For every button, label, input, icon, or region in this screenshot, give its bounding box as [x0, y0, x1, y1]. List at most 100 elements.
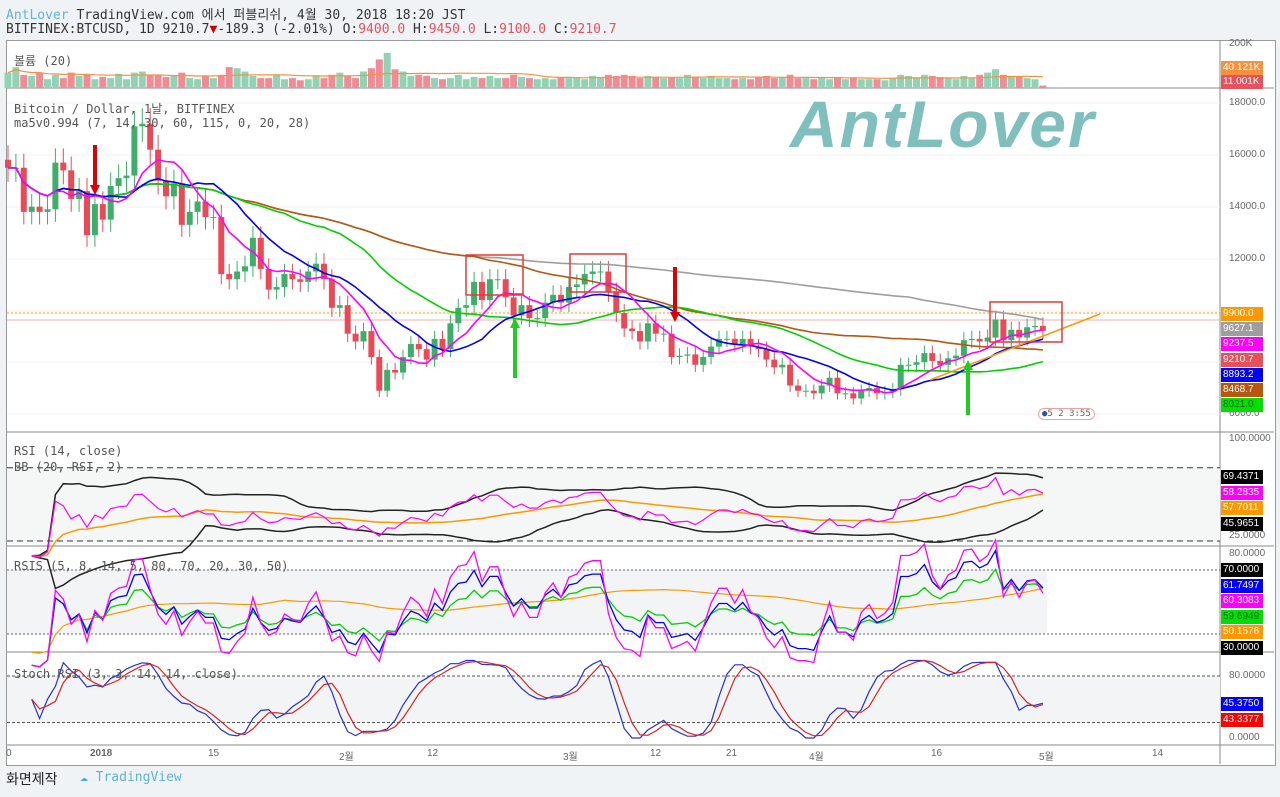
price-label: 9900.0	[1221, 307, 1263, 321]
bb-upper-line	[31, 472, 1044, 557]
candle	[60, 162, 67, 171]
o-label: O:	[342, 22, 359, 37]
volume-bar	[178, 72, 186, 88]
candle	[336, 305, 343, 308]
candle	[392, 369, 399, 373]
volume-bar	[731, 79, 739, 88]
volume-bar	[344, 75, 352, 88]
volume-bar	[59, 78, 67, 88]
close-value: 9210.7	[569, 22, 617, 37]
candle	[897, 364, 904, 390]
candle	[186, 211, 193, 225]
highlight-box	[465, 254, 524, 296]
author-link[interactable]: AntLover	[6, 8, 69, 23]
candle	[992, 319, 999, 338]
volume-bar	[960, 75, 968, 88]
volume-bar	[999, 74, 1007, 88]
candle	[510, 297, 517, 316]
tradingview-logo-icon: ☁	[80, 770, 88, 785]
candle	[1016, 329, 1023, 338]
volume-bar	[857, 79, 865, 88]
candle	[273, 287, 280, 290]
candle	[723, 338, 730, 340]
candle	[384, 369, 391, 391]
volume-bar	[328, 74, 336, 88]
volume-bar	[202, 75, 209, 88]
low-value: 9100.0	[499, 22, 547, 37]
candle	[565, 287, 572, 303]
candle	[589, 271, 596, 275]
volume-bar	[336, 72, 344, 88]
candle	[905, 364, 912, 366]
candle	[178, 183, 185, 225]
candle	[929, 353, 936, 361]
bb-lower-line	[31, 509, 1044, 590]
candle	[265, 268, 272, 290]
candle	[242, 266, 248, 272]
tradingview-link[interactable]: ☁ TradingView	[80, 770, 182, 785]
candle	[802, 390, 809, 392]
candle	[921, 353, 928, 363]
rsis-14-line	[31, 567, 1044, 668]
change: -189.3 (-2.01%)	[217, 22, 335, 37]
candle	[226, 274, 233, 280]
candle	[139, 123, 146, 127]
candle	[170, 183, 177, 197]
volume-bar	[415, 74, 423, 88]
volume-bar	[865, 79, 873, 88]
volume-bar	[636, 78, 644, 88]
volume-bar	[123, 79, 130, 88]
volume-bar	[83, 74, 91, 88]
candle	[218, 217, 225, 275]
chart-frame[interactable]	[6, 40, 1276, 766]
tradingview-brand: TradingView	[95, 770, 182, 785]
volume-bar	[462, 79, 470, 88]
watermark: AntLover	[790, 87, 1096, 161]
candle	[913, 362, 920, 365]
publish-text: TradingView.com 에서 퍼블리쉬, 4월 30, 2018 18:…	[76, 8, 466, 23]
time-tick: 5월	[1039, 752, 1054, 763]
volume-bar	[194, 79, 202, 88]
candle	[194, 201, 201, 212]
rsi-tick: 100.0000	[1229, 433, 1271, 444]
volume-bar	[454, 74, 462, 88]
volume-bar	[905, 75, 913, 88]
volume-bar	[431, 78, 439, 88]
volume-bar	[699, 78, 707, 88]
session-badge[interactable]: ●5 2 3:55	[1038, 408, 1095, 420]
volume-bar	[936, 77, 944, 88]
time-tick: 0	[6, 748, 12, 759]
volume-bar	[604, 74, 612, 88]
volume-bar	[186, 78, 194, 88]
candle	[463, 305, 470, 308]
volume-bar	[992, 69, 999, 88]
candle	[700, 357, 707, 365]
candle	[44, 209, 51, 212]
candle	[937, 360, 944, 365]
rsis-8-line	[31, 549, 1044, 668]
volume-bar	[446, 78, 454, 88]
volume-bar	[549, 79, 557, 88]
candle	[123, 175, 130, 179]
time-tick: 15	[208, 748, 220, 759]
volume-bar	[889, 78, 897, 88]
volume-bar	[944, 78, 952, 88]
candle	[415, 344, 422, 350]
volume-bar	[589, 75, 597, 88]
price-tick: 14000.0	[1229, 201, 1266, 212]
volume-bar	[288, 78, 296, 88]
volume-bar	[391, 69, 399, 88]
down-arrow-icon	[670, 312, 680, 322]
highlight-box	[569, 253, 627, 293]
candle	[431, 338, 438, 360]
candle	[107, 185, 114, 220]
candle	[20, 167, 27, 212]
volume-bar	[510, 74, 518, 88]
volume-bar	[525, 78, 533, 88]
candle	[739, 338, 746, 345]
candle	[731, 338, 738, 345]
candle	[858, 390, 865, 399]
stoch-band	[7, 676, 1220, 723]
candle	[1000, 319, 1007, 341]
